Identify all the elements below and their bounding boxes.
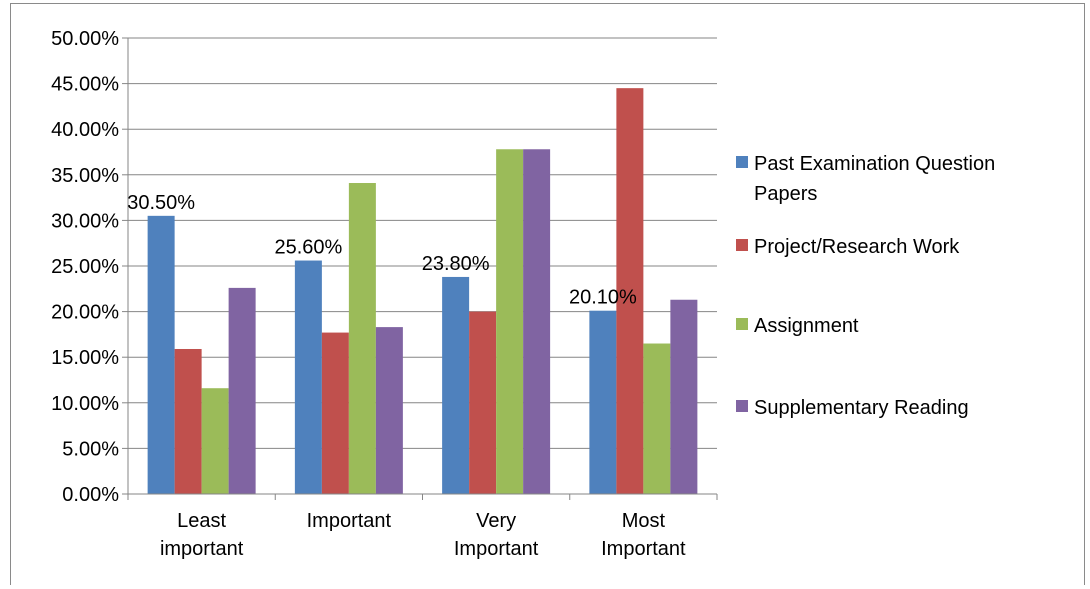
- data-label: 23.80%: [422, 253, 490, 275]
- y-axis-tick-labels: 0.00% 5.00% 10.00% 15.00% 20.00% 25.00% 30.00%…: [51, 28, 119, 506]
- bar: [643, 343, 671, 494]
- data-label: 30.50%: [127, 192, 195, 214]
- y-tick-label: 40.00%: [51, 119, 119, 141]
- bar: [174, 348, 202, 494]
- legend-swatch: [736, 318, 748, 330]
- y-tick-label: 10.00%: [51, 393, 119, 415]
- y-tick-label: 30.00%: [51, 210, 119, 232]
- chart-frame: [10, 3, 1085, 585]
- legend-swatch: [736, 400, 748, 412]
- y-tick-label: 5.00%: [62, 438, 119, 460]
- legend: Past Examination Question Papers Project/R…: [736, 153, 995, 419]
- x-category-label: Least important: [160, 510, 244, 560]
- data-labels: 30.50% 25.60% 23.80% 20.10%: [127, 192, 637, 309]
- y-tick-label: 0.00%: [62, 484, 119, 506]
- y-tick-label: 50.00%: [51, 28, 119, 50]
- data-label: 20.10%: [569, 287, 637, 309]
- y-tick-label: 35.00%: [51, 165, 119, 187]
- y-tick-label: 15.00%: [51, 347, 119, 369]
- bar: [616, 88, 644, 494]
- bar: [469, 311, 497, 494]
- x-category-label: Most Important: [601, 510, 686, 560]
- bar: [523, 149, 551, 494]
- bar: [321, 332, 349, 494]
- legend-swatch: [736, 239, 748, 251]
- y-tick-label: 45.00%: [51, 74, 119, 96]
- legend-label: Supplementary Reading: [754, 397, 969, 419]
- x-category-label: Important: [307, 510, 392, 532]
- legend-label: Project/Research Work: [754, 236, 960, 258]
- bar: [496, 149, 524, 494]
- axes: [122, 37, 718, 500]
- bar: [442, 276, 470, 494]
- bar: [201, 388, 229, 494]
- legend-swatch: [736, 156, 748, 168]
- bars: [147, 88, 698, 494]
- bar: [348, 183, 376, 494]
- legend-label: Past Examination Question Papers: [754, 153, 995, 205]
- x-category-label: Very Important: [454, 510, 539, 560]
- bar: [375, 327, 403, 494]
- y-tick-label: 20.00%: [51, 302, 119, 324]
- y-tick-label: 25.00%: [51, 256, 119, 278]
- bar: [670, 299, 698, 494]
- bar: [294, 260, 322, 494]
- x-axis-category-labels: Least important Important Very Important Most…: [160, 510, 686, 560]
- bar: [228, 287, 256, 494]
- data-label: 25.60%: [274, 237, 342, 259]
- bar: [589, 310, 617, 494]
- legend-label: Assignment: [754, 315, 859, 337]
- bar: [147, 215, 175, 494]
